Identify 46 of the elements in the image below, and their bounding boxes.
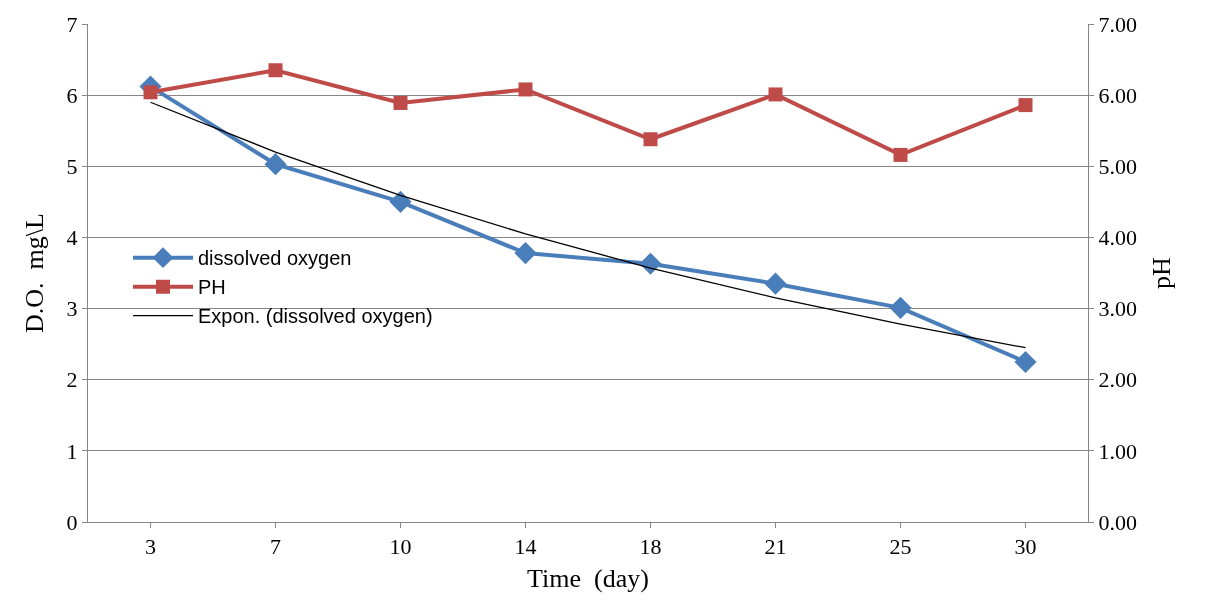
y-tick-label: 6 — [66, 82, 78, 108]
y2-tick-label: 3.00 — [1098, 296, 1137, 322]
point — [143, 85, 158, 100]
legend-label: dissolved oxygen — [198, 247, 352, 270]
y-tick-label: 3 — [66, 296, 78, 322]
y2-tick-label: 1.00 — [1098, 438, 1137, 464]
y2-tick-label: 7.00 — [1098, 11, 1137, 37]
y2-axis-title: pH — [1146, 256, 1176, 289]
point — [643, 132, 658, 147]
x-axis-title: Time (day) — [527, 564, 649, 594]
x-tick-label: 18 — [639, 534, 662, 560]
point — [1018, 98, 1033, 113]
point — [889, 296, 912, 319]
y2-tick-label: 6.00 — [1098, 82, 1137, 108]
point — [268, 63, 283, 78]
point — [768, 87, 783, 102]
y-tick-label: 0 — [66, 509, 78, 535]
line-series — [149, 101, 1027, 349]
y-tick-label: 7 — [66, 11, 78, 37]
point — [389, 190, 412, 213]
x-tick-label: 21 — [764, 534, 787, 560]
legend-label: Expon. (dissolved oxygen) — [198, 305, 433, 328]
point — [514, 242, 537, 265]
point — [893, 147, 908, 162]
y2-tick-label: 2.00 — [1098, 367, 1137, 393]
y-tick-label: 4 — [66, 225, 78, 251]
y2-tick-label: 5.00 — [1098, 153, 1137, 179]
x-tick-label: 25 — [889, 534, 912, 560]
point — [264, 153, 287, 176]
y-axis-title: D.O. mg\L — [20, 213, 49, 333]
point — [518, 82, 533, 97]
x-tick-label: 30 — [1014, 534, 1037, 560]
y2-tick-label: 0.00 — [1098, 509, 1137, 535]
x-tick-label: 10 — [389, 534, 412, 560]
point — [393, 95, 408, 110]
point — [1014, 350, 1037, 373]
legend-label: PH — [198, 276, 226, 299]
y-tick-label: 2 — [66, 367, 78, 393]
point — [639, 252, 662, 275]
x-tick-label: 3 — [145, 534, 156, 560]
y2-tick-label: 4.00 — [1098, 225, 1137, 251]
y-tick-label: 1 — [66, 438, 78, 464]
point — [764, 272, 787, 295]
x-tick-label: 7 — [270, 534, 281, 560]
y-tick-label: 5 — [66, 153, 78, 179]
x-tick-label: 14 — [514, 534, 537, 560]
